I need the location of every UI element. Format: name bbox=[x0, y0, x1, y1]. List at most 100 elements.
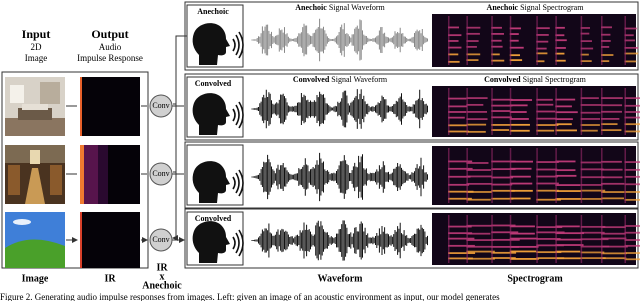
speaker-label: Anechoic bbox=[197, 7, 229, 16]
input-subtitle: Image bbox=[25, 53, 48, 63]
spectrogram bbox=[432, 146, 640, 205]
spectrogram-band bbox=[555, 190, 581, 192]
spectrogram-band bbox=[601, 46, 610, 48]
speaker-frame bbox=[186, 76, 244, 138]
spectrogram-band bbox=[509, 258, 539, 260]
arrows-into-conv bbox=[173, 103, 176, 238]
spectrogram-onset bbox=[624, 88, 626, 135]
spectrogram-band bbox=[555, 184, 581, 186]
spectrogram-band bbox=[448, 26, 460, 29]
spectrogram-band bbox=[509, 129, 530, 132]
spectrogram-band bbox=[624, 111, 640, 113]
spectrogram-band bbox=[491, 197, 514, 200]
spectrogram-onset bbox=[580, 88, 583, 135]
spectrogram-band bbox=[491, 129, 510, 131]
spectrogram-band bbox=[580, 104, 602, 106]
spectrogram-onset bbox=[580, 148, 583, 203]
spectrogram-band bbox=[491, 160, 516, 163]
spectrogram-band bbox=[536, 251, 562, 254]
spectrogram-band bbox=[448, 53, 459, 56]
spectrogram-band bbox=[491, 176, 514, 179]
image-living-room bbox=[5, 77, 65, 136]
spectrogram-band bbox=[601, 197, 624, 200]
arrows-image-ir bbox=[66, 105, 77, 240]
spectrogram-band bbox=[536, 226, 563, 229]
spectrogram-band bbox=[509, 232, 535, 235]
conv-node bbox=[149, 94, 173, 118]
spectrogram-band bbox=[466, 169, 491, 171]
arrows-conv-out bbox=[172, 105, 184, 240]
speaker-frame bbox=[186, 144, 244, 206]
spectrogram-band bbox=[601, 237, 627, 240]
spectrogram-band bbox=[491, 39, 502, 42]
spectrogram-onset bbox=[624, 215, 626, 263]
spectrogram-band bbox=[580, 124, 600, 126]
spectrogram-band bbox=[448, 190, 474, 193]
spectrogram-band bbox=[491, 26, 502, 29]
spectrogram-band bbox=[624, 191, 640, 193]
spectrogram-band bbox=[601, 33, 611, 36]
spectrogram-band bbox=[448, 167, 473, 170]
speaker-head bbox=[191, 22, 244, 66]
spectrogram-band bbox=[466, 26, 481, 29]
spectrogram-band bbox=[580, 189, 606, 192]
title-bold: Convolved bbox=[293, 75, 330, 84]
spectrogram-band bbox=[536, 161, 559, 163]
footer-label: Spectrogram bbox=[507, 273, 563, 284]
spectrogram-onset bbox=[536, 88, 538, 135]
spectrogram-band bbox=[448, 116, 465, 119]
spectrogram-onset bbox=[448, 215, 450, 263]
spectrogram-band bbox=[536, 129, 555, 132]
spectrogram-onset bbox=[536, 148, 538, 203]
spectrogram-band bbox=[624, 198, 640, 201]
speaker-label: Convolved bbox=[195, 147, 232, 156]
spectrogram-band bbox=[624, 225, 640, 227]
footer-label: x bbox=[160, 271, 165, 282]
title-bold: Anechoic bbox=[487, 3, 519, 12]
spectrogram-band bbox=[466, 130, 486, 133]
spectrogram-band bbox=[555, 39, 567, 42]
spectrogram-band bbox=[466, 118, 488, 121]
spectrogram-band bbox=[448, 175, 471, 178]
spectrogram-band bbox=[536, 124, 559, 126]
spectrogram-band bbox=[580, 60, 592, 62]
spectrogram-band bbox=[448, 111, 467, 113]
spectrogram-band bbox=[491, 59, 505, 62]
spectrogram-band bbox=[509, 182, 533, 185]
spectrogram-band bbox=[624, 130, 640, 133]
spectrogram-band bbox=[601, 232, 626, 235]
spectrogram-band bbox=[580, 225, 606, 228]
spectrogram-band bbox=[555, 169, 576, 172]
ir-1 bbox=[80, 77, 140, 136]
waveform bbox=[251, 18, 428, 62]
spectrogram-band bbox=[580, 111, 601, 114]
spectrogram-band bbox=[491, 116, 512, 119]
spectrogram-onset bbox=[448, 148, 450, 203]
spectrogram-band bbox=[601, 60, 610, 63]
spectrogram-band bbox=[555, 105, 572, 108]
spectrogram-band bbox=[580, 53, 589, 56]
spectrogram-band bbox=[601, 168, 623, 171]
spectrogram-band bbox=[509, 39, 519, 42]
spectrogram-band bbox=[624, 97, 640, 100]
spectrogram-band bbox=[509, 46, 524, 49]
spectrogram-onset bbox=[580, 16, 583, 65]
arrows-ir-conv bbox=[141, 105, 147, 240]
speaker-label: Convolved bbox=[195, 214, 232, 223]
spectrogram-band bbox=[580, 168, 604, 171]
spectrogram-band bbox=[466, 40, 479, 42]
spectrogram-band bbox=[555, 257, 581, 260]
footer-label: IR bbox=[156, 262, 168, 273]
spectrogram-band bbox=[555, 244, 584, 246]
spectrogram-band bbox=[555, 118, 573, 121]
spectrogram-band bbox=[624, 52, 639, 55]
spectrogram-band bbox=[491, 98, 513, 101]
spectrogram-band bbox=[601, 257, 627, 260]
waveform-title: Anechoic Signal Waveform bbox=[295, 3, 385, 12]
spectrogram-band bbox=[448, 257, 473, 260]
footer-label: Anechoic bbox=[142, 280, 182, 291]
spectrogram-band bbox=[536, 244, 564, 247]
spectrogram-band bbox=[536, 103, 554, 106]
spectrogram-band bbox=[509, 33, 519, 35]
